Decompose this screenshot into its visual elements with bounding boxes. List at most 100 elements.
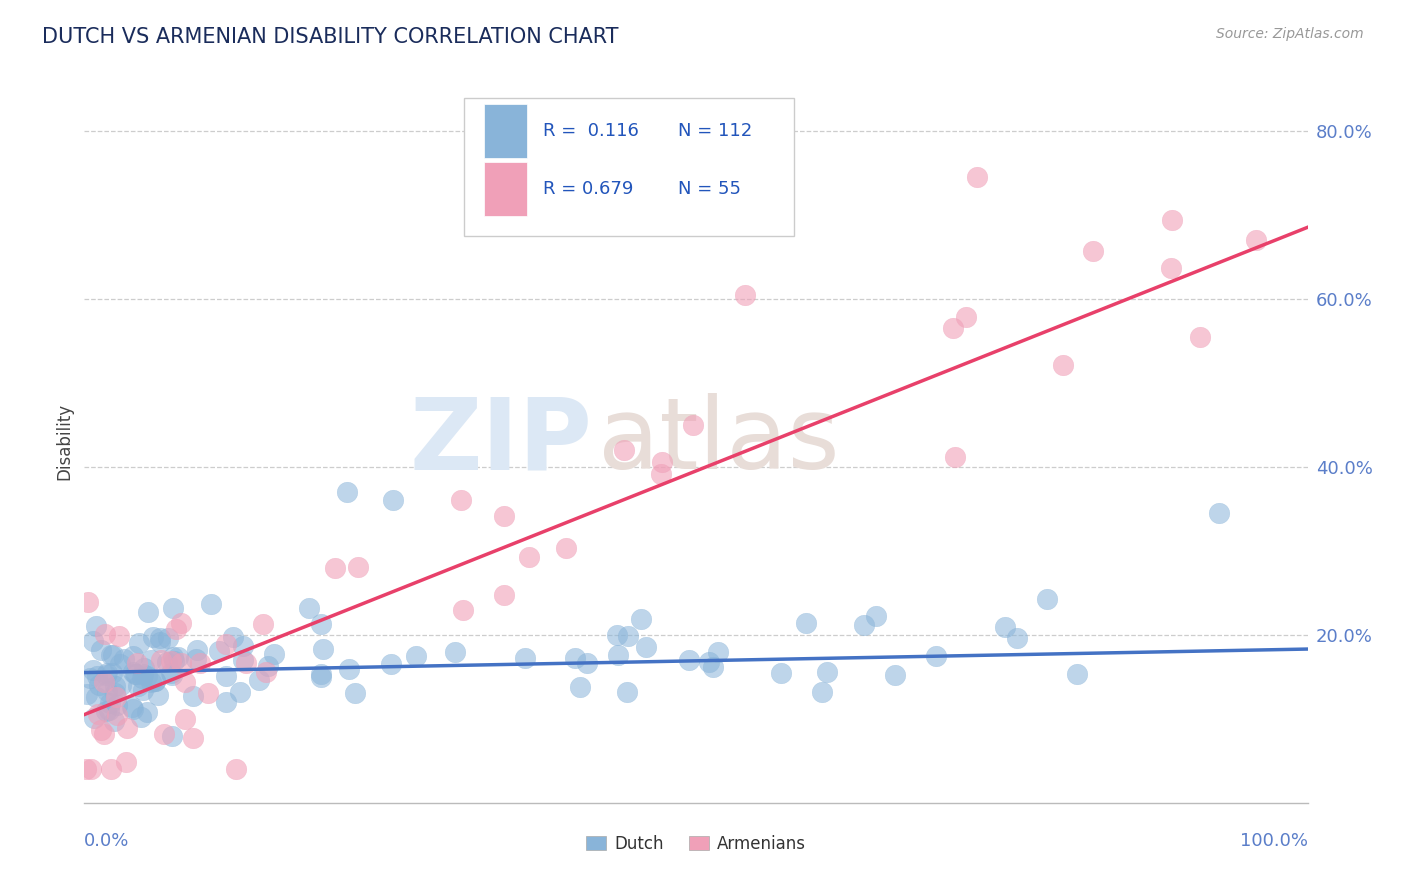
Point — [153, 727, 176, 741]
Point — [181, 731, 204, 745]
Point — [865, 609, 887, 624]
Point — [453, 602, 475, 616]
Point — [93, 674, 115, 689]
Point — [110, 678, 132, 692]
Point — [108, 657, 131, 672]
Point — [794, 615, 817, 630]
Point — [252, 617, 274, 632]
Point — [630, 612, 652, 626]
Point — [257, 659, 280, 673]
Point — [336, 485, 359, 500]
Point — [105, 698, 128, 712]
Point — [131, 683, 153, 698]
Point — [149, 631, 172, 645]
Point — [994, 620, 1017, 634]
Point — [163, 653, 186, 667]
Point — [380, 657, 402, 671]
Point — [131, 667, 153, 681]
Point — [555, 541, 578, 555]
Point — [381, 493, 404, 508]
Legend: Dutch, Armenians: Dutch, Armenians — [579, 828, 813, 860]
Point — [105, 707, 128, 722]
Point — [139, 674, 162, 689]
Point — [94, 667, 117, 681]
Point — [181, 690, 204, 704]
Point — [494, 588, 516, 602]
Point — [678, 653, 700, 667]
Text: DUTCH VS ARMENIAN DISABILITY CORRELATION CHART: DUTCH VS ARMENIAN DISABILITY CORRELATION… — [42, 27, 619, 46]
Point — [1081, 244, 1104, 258]
Point — [75, 762, 97, 776]
Point — [160, 729, 183, 743]
Point — [127, 657, 149, 671]
Text: R =  0.116: R = 0.116 — [543, 122, 638, 140]
Point — [122, 665, 145, 679]
Point — [103, 714, 125, 728]
Point — [128, 636, 150, 650]
Point — [249, 673, 271, 687]
Point — [815, 665, 838, 679]
Point — [143, 674, 166, 689]
Point — [100, 648, 122, 663]
Point — [232, 639, 254, 653]
Point — [517, 550, 540, 565]
Text: Source: ZipAtlas.com: Source: ZipAtlas.com — [1216, 27, 1364, 41]
Point — [86, 690, 108, 704]
Point — [82, 633, 104, 648]
Point — [115, 721, 138, 735]
Point — [94, 627, 117, 641]
Point — [142, 630, 165, 644]
Point — [174, 675, 197, 690]
Point — [83, 711, 105, 725]
Point — [650, 467, 672, 481]
Point — [955, 310, 977, 324]
Point — [1052, 358, 1074, 372]
Point — [443, 645, 465, 659]
Point — [347, 560, 370, 574]
Point — [1066, 667, 1088, 681]
Point — [173, 712, 195, 726]
Point — [564, 650, 586, 665]
Point — [941, 321, 963, 335]
Point — [1208, 506, 1230, 520]
Point — [80, 762, 103, 776]
Point — [159, 665, 181, 680]
Point — [170, 656, 193, 670]
FancyBboxPatch shape — [484, 103, 527, 158]
Point — [86, 669, 108, 683]
Point — [79, 671, 101, 685]
Point — [254, 665, 277, 680]
Point — [127, 679, 149, 693]
Point — [139, 653, 162, 667]
FancyBboxPatch shape — [464, 98, 794, 235]
Point — [606, 628, 628, 642]
Point — [235, 656, 257, 670]
Point — [311, 670, 333, 684]
Point — [101, 666, 124, 681]
Point — [853, 618, 876, 632]
Point — [165, 622, 187, 636]
Point — [215, 669, 238, 683]
Point — [134, 661, 156, 675]
Point — [215, 637, 238, 651]
Point — [90, 723, 112, 737]
Y-axis label: Disability: Disability — [55, 403, 73, 480]
Point — [131, 671, 153, 685]
Point — [89, 678, 111, 692]
Point — [108, 628, 131, 642]
Point — [143, 674, 166, 689]
Point — [966, 169, 988, 184]
Point — [124, 667, 146, 681]
Point — [157, 632, 180, 646]
Point — [96, 683, 118, 698]
Text: atlas: atlas — [598, 393, 839, 490]
Text: N = 112: N = 112 — [678, 122, 752, 140]
Point — [312, 642, 335, 657]
Point — [186, 642, 208, 657]
Point — [634, 640, 657, 654]
Point — [105, 690, 128, 705]
Point — [121, 700, 143, 714]
Point — [1188, 330, 1211, 344]
Point — [77, 595, 100, 609]
Point — [104, 679, 127, 693]
